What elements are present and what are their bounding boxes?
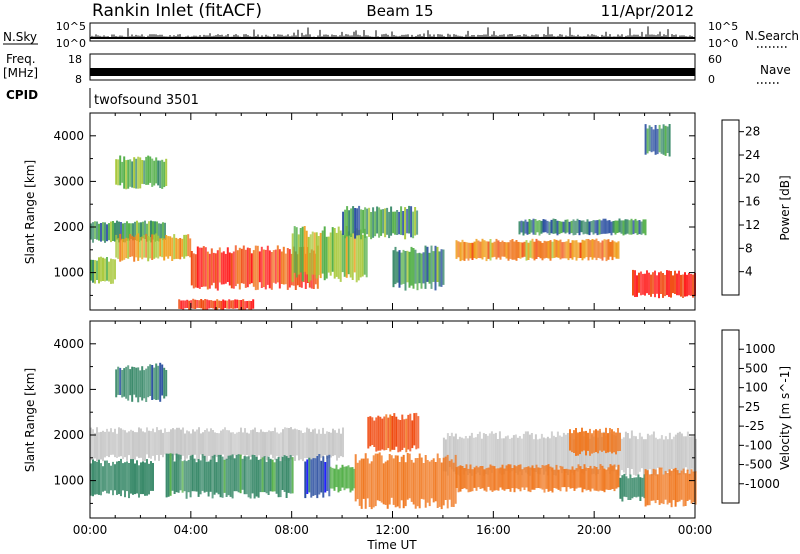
velocity-region-5 bbox=[304, 454, 331, 499]
colorbar-tick-label: 16 bbox=[745, 195, 760, 209]
nsky-tick-top: 10^5 bbox=[56, 20, 86, 33]
velocity-region-11 bbox=[619, 473, 646, 502]
date-label: 11/Apr/2012 bbox=[601, 2, 694, 20]
cpid-value: twofsound 3501 bbox=[94, 93, 199, 108]
velocity-colorbar: 1000 500 100 25 -25 -100 -500 -1000 Velocity [m… bbox=[721, 329, 792, 504]
y-tick-label: 3000 bbox=[53, 382, 84, 396]
colorbar-tick-label: 500 bbox=[745, 361, 768, 375]
power-region-10 bbox=[518, 218, 647, 236]
x-tick-label: 16:00 bbox=[476, 523, 511, 537]
power-colorbar-label: Power [dB] bbox=[778, 175, 792, 240]
velocity-data bbox=[90, 362, 697, 510]
velocity-axes: 1000 2000 3000 4000 00:00 04:00 08:00 12:00 16:0… bbox=[53, 320, 713, 537]
nave-label: Nave bbox=[760, 63, 791, 77]
nsky-label: N.Sky bbox=[3, 30, 37, 44]
power-region-4 bbox=[178, 298, 255, 310]
colorbar-tick-label: 12 bbox=[745, 218, 760, 232]
x-tick-label: 20:00 bbox=[577, 523, 612, 537]
power-region-6 bbox=[291, 226, 368, 283]
colorbar-tick-label: 8 bbox=[745, 241, 753, 255]
x-tick-label: 12:00 bbox=[375, 523, 410, 537]
power-region-11 bbox=[632, 269, 696, 299]
nsearch-tick-bottom: 10^0 bbox=[708, 37, 738, 50]
freq-label-line2: [MHz] bbox=[3, 66, 38, 80]
velocity-xlabel: Time UT bbox=[366, 538, 417, 552]
velocity-region-2 bbox=[90, 458, 154, 499]
colorbar-tick-label: 20 bbox=[745, 171, 760, 185]
power-region-7 bbox=[342, 205, 419, 240]
power-region-2 bbox=[115, 155, 168, 190]
nsky-tick-bottom: 10^0 bbox=[56, 37, 86, 50]
velocity-ylabel: Slant Range [km] bbox=[23, 368, 37, 472]
station-title: Rankin Inlet (fitACF) bbox=[92, 1, 262, 21]
colorbar-tick-label: -25 bbox=[745, 419, 765, 433]
freq-panel bbox=[89, 53, 696, 81]
freq-tick-bottom: 8 bbox=[75, 73, 82, 86]
nsky-panel bbox=[89, 22, 696, 42]
colorbar-tick-label: 24 bbox=[745, 148, 760, 162]
velocity-region-6 bbox=[329, 464, 356, 493]
nsky-spikes bbox=[91, 26, 693, 38]
y-tick-label: 2000 bbox=[53, 220, 84, 234]
power-region-8 bbox=[392, 245, 445, 291]
colorbar-tick-label: -1000 bbox=[745, 477, 780, 491]
colorbar-tick-label: 4 bbox=[745, 265, 753, 279]
velocity-colorbar-frame bbox=[721, 329, 740, 504]
y-tick-label: 4000 bbox=[53, 129, 84, 143]
power-region-3 bbox=[115, 233, 192, 262]
freq-tick-top: 18 bbox=[68, 53, 82, 66]
y-tick-label: 1000 bbox=[53, 474, 84, 488]
velocity-region-12 bbox=[644, 467, 697, 508]
nave-tick-top: 60 bbox=[708, 53, 722, 66]
y-tick-label: 2000 bbox=[53, 428, 84, 442]
velocity-colorbar-label: Velocity [m s^-1] bbox=[778, 366, 792, 470]
nsearch-label: N.Search bbox=[745, 29, 799, 43]
x-tick-label: 00:00 bbox=[678, 523, 713, 537]
freq-trace bbox=[90, 68, 695, 76]
velocity-region-4 bbox=[165, 453, 294, 499]
nsearch-tick-top: 10^5 bbox=[708, 20, 738, 33]
power-colorbar: 4 8 12 16 20 24 28 Power [dB] bbox=[721, 119, 792, 296]
power-region-1 bbox=[90, 220, 166, 243]
velocity-region-3 bbox=[115, 362, 168, 403]
power-data bbox=[90, 124, 696, 310]
velocity-region-7 bbox=[354, 452, 457, 510]
power-region-0 bbox=[90, 256, 116, 284]
power-region-12 bbox=[644, 124, 671, 157]
velocity-region-0 bbox=[90, 427, 344, 462]
y-tick-label: 4000 bbox=[53, 337, 84, 351]
colorbar-tick-label: 25 bbox=[745, 400, 760, 414]
power-colorbar-frame bbox=[721, 119, 740, 296]
colorbar-tick-label: -500 bbox=[745, 458, 772, 472]
x-tick-label: 08:00 bbox=[274, 523, 309, 537]
x-tick-label: 00:00 bbox=[73, 523, 108, 537]
nave-tick-bottom: 0 bbox=[708, 73, 715, 86]
velocity-region-8 bbox=[367, 412, 420, 453]
colorbar-tick-label: 1000 bbox=[745, 342, 776, 356]
beam-label: Beam 15 bbox=[366, 2, 433, 20]
power-axes: 1000 2000 3000 4000 bbox=[53, 112, 696, 310]
velocity-panel: 1000 2000 3000 4000 00:00 04:00 08:00 12:00 16:0… bbox=[23, 320, 713, 552]
y-tick-label: 1000 bbox=[53, 266, 84, 280]
cpid-label: CPID bbox=[6, 88, 38, 102]
velocity-region-9 bbox=[455, 464, 620, 493]
power-ylabel: Slant Range [km] bbox=[23, 160, 37, 264]
power-region-9 bbox=[455, 238, 620, 262]
x-tick-label: 04:00 bbox=[174, 523, 209, 537]
colorbar-tick-label: -100 bbox=[745, 438, 772, 452]
power-panel: 1000 2000 3000 4000 Slant Range [km] bbox=[23, 112, 696, 311]
velocity-region-10 bbox=[569, 427, 621, 456]
colorbar-tick-label: 100 bbox=[745, 381, 768, 395]
colorbar-tick-label: 28 bbox=[745, 125, 760, 139]
freq-label-line1: Freq. bbox=[6, 52, 36, 66]
y-tick-label: 3000 bbox=[53, 174, 84, 188]
